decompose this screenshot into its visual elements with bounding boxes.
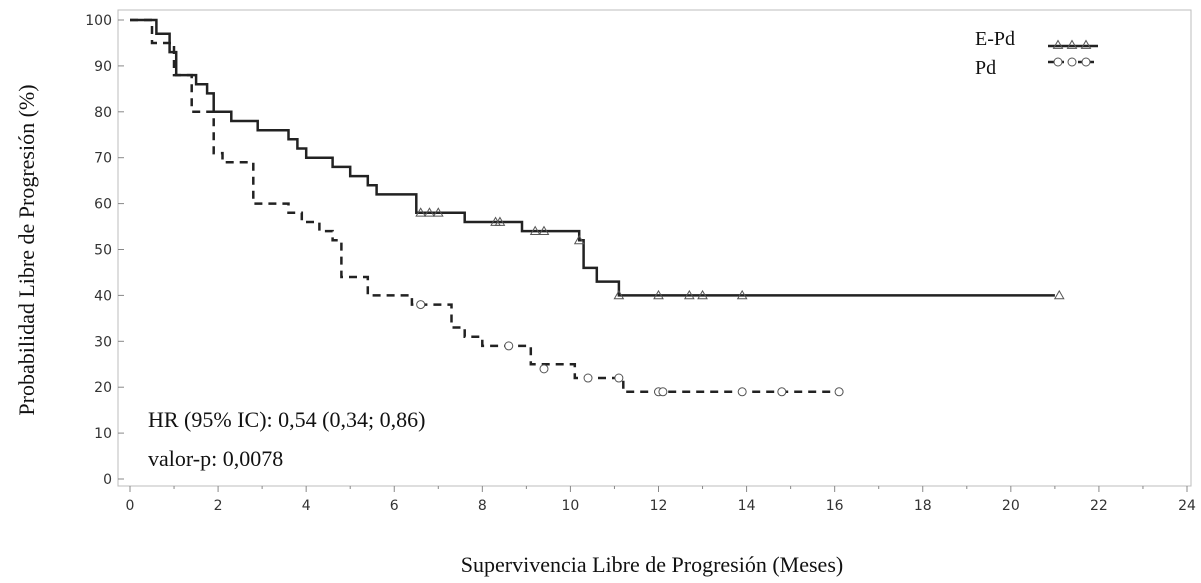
x-tick-label: 4 [302,498,311,514]
series-line-pd [130,18,844,394]
legend: E-Pd Pd [975,28,1098,79]
legend-marker-triangle [1066,39,1078,49]
x-tick-label: 18 [914,498,932,514]
censor-marker [415,207,427,217]
y-tick-label: 40 [94,288,112,304]
x-tick-label: 12 [650,498,668,514]
x-axis: 0 2 4 6 8 10 12 14 16 18 20 22 24 [126,486,1196,514]
censor-marker [697,289,708,300]
x-tick-label: 24 [1178,498,1196,514]
censor-marker [504,341,514,351]
x-tick-label: 2 [214,498,223,514]
y-tick-label: 80 [94,105,112,121]
y-tick-label: 20 [94,380,112,396]
p-value-annotation: valor-p: 0,0078 [148,446,283,471]
censor-marker [614,373,624,383]
y-tick-label: 60 [94,197,112,213]
plot-frame [117,9,1192,487]
censor-marker [583,373,593,383]
censor-marker [834,387,844,397]
x-tick-label: 14 [738,498,756,514]
y-axis-title: Probabilidad Libre de Progresión (%) [14,84,39,415]
censor-marker [777,387,787,397]
censor-marker [416,300,426,310]
y-tick-label: 30 [94,334,112,350]
series-line-e-pd [130,18,1055,297]
series-pd [130,18,844,397]
censor-marker [737,387,747,397]
x-tick-label: 6 [390,498,399,514]
censor-marker [736,289,748,300]
censor-marker [613,289,625,300]
series-e-pd [130,18,1065,300]
censor-marker [573,234,585,245]
x-tick-label: 0 [126,498,135,514]
legend-marker-circle [1053,57,1063,67]
censor-marker [529,225,541,236]
y-tick-label: 100 [85,13,112,29]
censor-marker [539,364,549,374]
legend-marker-triangle [1052,39,1064,49]
y-axis: 0 10 20 30 40 50 60 70 80 90 100 [85,13,124,488]
legend-label-pd: Pd [975,57,996,79]
x-tick-label: 10 [562,498,580,514]
legend-marker-triangle [1080,39,1092,49]
y-tick-label: 10 [94,426,112,442]
y-tick-label: 90 [94,59,112,75]
censor-marker [424,207,435,217]
legend-marker-circle [1067,57,1077,67]
censor-marker [1053,289,1065,300]
hazard-ratio-annotation: HR (95% IC): 0,54 (0,34; 0,86) [148,407,425,432]
x-tick-label: 22 [1090,498,1108,514]
censor-marker [653,289,664,300]
x-tick-label: 20 [1002,498,1020,514]
y-tick-label: 70 [94,151,112,167]
x-axis-title: Supervivencia Libre de Progresión (Meses… [461,552,843,577]
y-tick-label: 0 [103,472,112,488]
censor-marker [658,387,668,397]
x-tick-label: 16 [826,498,844,514]
series-layer [130,18,1065,397]
x-tick-label: 8 [478,498,487,514]
censor-marker [538,225,550,236]
legend-marker-circle [1081,57,1091,67]
censor-marker [683,289,695,300]
y-tick-label: 50 [94,243,112,259]
censor-marker [432,207,444,217]
censor-marker [494,216,506,226]
legend-label-e-pd: E-Pd [975,28,1015,50]
